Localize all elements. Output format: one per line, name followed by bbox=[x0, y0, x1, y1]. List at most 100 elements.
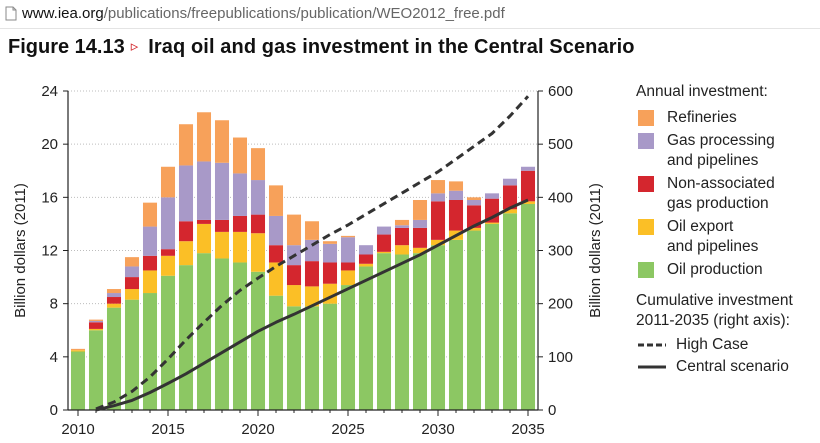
y-tick-label-right: 300 bbox=[548, 243, 573, 260]
bar-segment bbox=[250, 148, 266, 181]
figure-arrow-icon: ▹ bbox=[130, 38, 139, 55]
bar-segment bbox=[214, 120, 230, 163]
bar-segment bbox=[412, 227, 428, 248]
bar-segment bbox=[268, 215, 284, 246]
y-tick-label-left: 0 bbox=[50, 402, 58, 419]
y-axis-title-left: Billion dollars (2011) bbox=[12, 183, 29, 318]
bar-segment bbox=[178, 265, 194, 410]
bar-segment bbox=[124, 266, 140, 278]
bar-segment bbox=[466, 230, 482, 410]
bar-segment bbox=[394, 219, 410, 226]
legend-label: Non-associated bbox=[667, 175, 775, 192]
legend-item-oil-export: Oil export and pipelines bbox=[636, 217, 820, 257]
bar-segment bbox=[268, 245, 284, 263]
bar-segment bbox=[250, 214, 266, 234]
x-tick-label: 2020 bbox=[241, 421, 274, 438]
bar-segment bbox=[394, 254, 410, 410]
bar-segment bbox=[412, 253, 428, 410]
bar-segment bbox=[430, 239, 446, 246]
bar-segment bbox=[448, 239, 464, 410]
bar-segment bbox=[178, 124, 194, 166]
bar-segment bbox=[304, 286, 320, 307]
bar-segment bbox=[340, 270, 356, 286]
legend-dashed-line-icon bbox=[638, 343, 666, 347]
y-tick-label-left: 20 bbox=[41, 136, 58, 153]
bar-segment bbox=[340, 285, 356, 410]
bar-segment bbox=[358, 254, 374, 264]
bar-segment bbox=[70, 351, 86, 410]
bar-segment bbox=[214, 162, 230, 220]
bar-segment bbox=[376, 251, 392, 254]
bar-segment bbox=[160, 166, 176, 198]
legend-item-refineries: Refineries bbox=[636, 108, 820, 128]
legend-item-high-case: High Case bbox=[636, 335, 820, 355]
bar-segment bbox=[88, 328, 104, 331]
bar-segment bbox=[376, 234, 392, 252]
bar-segment bbox=[304, 261, 320, 287]
x-tick-label: 2030 bbox=[421, 421, 454, 438]
bar-segment bbox=[178, 221, 194, 242]
bar-segment bbox=[268, 262, 284, 296]
bar-segment bbox=[484, 193, 500, 199]
bar-segment bbox=[304, 306, 320, 410]
bar-segment bbox=[214, 231, 230, 259]
bar-segment bbox=[250, 271, 266, 410]
y-tick-label-right: 500 bbox=[548, 136, 573, 153]
bar-segment bbox=[430, 245, 446, 410]
bar-segment bbox=[340, 235, 356, 238]
bar-segment bbox=[250, 180, 266, 215]
page-icon bbox=[5, 6, 17, 21]
bar-segment bbox=[502, 209, 518, 214]
figure-heading: Figure 14.13 ▹ Iraq oil and gas investment… bbox=[8, 36, 635, 59]
bar-segment bbox=[232, 173, 248, 216]
bar-segment bbox=[178, 241, 194, 266]
url-text[interactable]: www.iea.org/publications/freepublication… bbox=[22, 5, 505, 22]
bar-segment bbox=[232, 215, 248, 232]
bar-segment bbox=[358, 245, 374, 255]
y-tick-label-right: 100 bbox=[548, 349, 573, 366]
bar-segment bbox=[196, 223, 212, 254]
chart-legend: Annual investment: Refineries Gas proces… bbox=[636, 82, 820, 379]
bar-segment bbox=[520, 201, 536, 204]
legend-label-line2: gas production bbox=[667, 195, 769, 212]
bar-segment bbox=[286, 285, 302, 307]
bar-segment bbox=[484, 223, 500, 410]
bar-segment bbox=[412, 247, 428, 254]
legend-swatch-refineries bbox=[638, 110, 654, 126]
bar-segment bbox=[160, 197, 176, 250]
legend-title: Annual investment: bbox=[636, 83, 768, 100]
url-domain: www.iea.org bbox=[22, 5, 104, 22]
bar-segment bbox=[502, 213, 518, 410]
url-path: /publications/freepublications/publicati… bbox=[103, 5, 505, 22]
y-tick-label-left: 16 bbox=[41, 189, 58, 206]
legend-item-central-scenario: Central scenario bbox=[636, 357, 820, 377]
bar-segment bbox=[340, 237, 356, 263]
bar-segment bbox=[448, 190, 464, 200]
bar-segment bbox=[322, 262, 338, 284]
bar-segment bbox=[322, 303, 338, 410]
bar-segment bbox=[502, 178, 518, 186]
legend-item-gas-processing: Gas processing and pipelines bbox=[636, 131, 820, 171]
bar-segment bbox=[304, 239, 320, 262]
y-axis-title-right: Billion dollars (2011) bbox=[587, 183, 604, 318]
bar-segment bbox=[142, 202, 158, 227]
bar-segment bbox=[286, 265, 302, 286]
bar-segment bbox=[196, 253, 212, 410]
y-tick-label-left: 8 bbox=[50, 296, 58, 313]
bar-segment bbox=[268, 185, 284, 216]
bar-segment bbox=[124, 277, 140, 290]
bar-segment bbox=[394, 225, 410, 228]
bar-segment bbox=[286, 214, 302, 246]
legend-label: Gas processing bbox=[667, 132, 775, 149]
address-bar[interactable]: www.iea.org/publications/freepublication… bbox=[0, 0, 820, 29]
bar-segment bbox=[106, 307, 122, 410]
bar-segment bbox=[466, 197, 482, 200]
legend-cumulative-title: Cumulative investment bbox=[636, 292, 793, 309]
bar-segment bbox=[196, 161, 212, 220]
bar-segment bbox=[88, 319, 104, 321]
bar-segment bbox=[142, 226, 158, 256]
bar-segment bbox=[250, 233, 266, 272]
bar-segment bbox=[142, 270, 158, 294]
bar-segment bbox=[124, 299, 140, 410]
legend-label-line2: and pipelines bbox=[667, 238, 759, 255]
